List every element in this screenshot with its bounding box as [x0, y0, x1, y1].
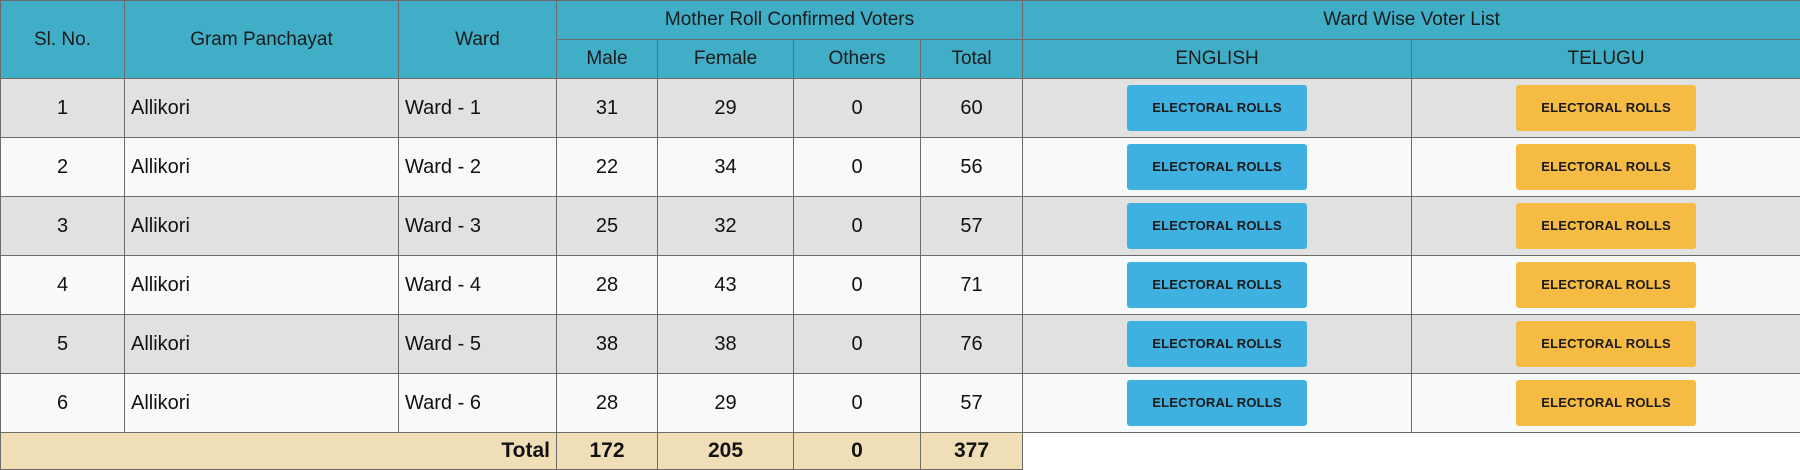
cell-telugu: ELECTORAL ROLLS — [1412, 374, 1800, 433]
cell-ward: Ward - 4 — [399, 256, 557, 315]
cell-female: 34 — [658, 138, 794, 197]
cell-sl-no: 5 — [1, 315, 125, 374]
cell-telugu: ELECTORAL ROLLS — [1412, 197, 1800, 256]
cell-male: 22 — [557, 138, 658, 197]
cell-sl-no: 4 — [1, 256, 125, 315]
telugu-electoral-rolls-button[interactable]: ELECTORAL ROLLS — [1516, 203, 1696, 249]
cell-ward: Ward - 1 — [399, 79, 557, 138]
cell-gram-panchayat: Allikori — [125, 374, 399, 433]
cell-english: ELECTORAL ROLLS — [1023, 315, 1412, 374]
cell-total: 56 — [921, 138, 1023, 197]
telugu-electoral-rolls-button[interactable]: ELECTORAL ROLLS — [1516, 262, 1696, 308]
cell-sl-no: 3 — [1, 197, 125, 256]
cell-total: 76 — [921, 315, 1023, 374]
cell-sl-no: 2 — [1, 138, 125, 197]
cell-others: 0 — [794, 374, 921, 433]
cell-male: 38 — [557, 315, 658, 374]
cell-others: 0 — [794, 197, 921, 256]
cell-gram-panchayat: Allikori — [125, 256, 399, 315]
cell-sl-no: 6 — [1, 374, 125, 433]
cell-total: 57 — [921, 374, 1023, 433]
cell-english: ELECTORAL ROLLS — [1023, 374, 1412, 433]
total-label: Total — [1, 433, 557, 470]
cell-total: 71 — [921, 256, 1023, 315]
english-electoral-rolls-button[interactable]: ELECTORAL ROLLS — [1127, 85, 1307, 131]
table-row: 5 Allikori Ward - 5 38 38 0 76 ELECTORAL… — [1, 315, 1800, 374]
table-row: 1 Allikori Ward - 1 31 29 0 60 ELECTORAL… — [1, 79, 1800, 138]
cell-male: 25 — [557, 197, 658, 256]
total-row: Total 172 205 0 377 — [1, 433, 1800, 470]
header-ward-wise-voter-list: Ward Wise Voter List — [1023, 1, 1800, 40]
cell-female: 43 — [658, 256, 794, 315]
cell-female: 32 — [658, 197, 794, 256]
table-row: 6 Allikori Ward - 6 28 29 0 57 ELECTORAL… — [1, 374, 1800, 433]
cell-telugu: ELECTORAL ROLLS — [1412, 138, 1800, 197]
table-header: Sl. No. Gram Panchayat Ward Mother Roll … — [1, 1, 1800, 79]
cell-male: 31 — [557, 79, 658, 138]
table-row: 2 Allikori Ward - 2 22 34 0 56 ELECTORAL… — [1, 138, 1800, 197]
table-body: 1 Allikori Ward - 1 31 29 0 60 ELECTORAL… — [1, 79, 1800, 433]
cell-female: 29 — [658, 79, 794, 138]
cell-gram-panchayat: Allikori — [125, 315, 399, 374]
total-others: 0 — [794, 433, 921, 470]
total-total: 377 — [921, 433, 1023, 470]
cell-gram-panchayat: Allikori — [125, 79, 399, 138]
total-row-blank — [1023, 433, 1800, 470]
cell-telugu: ELECTORAL ROLLS — [1412, 79, 1800, 138]
cell-total: 57 — [921, 197, 1023, 256]
cell-male: 28 — [557, 374, 658, 433]
cell-english: ELECTORAL ROLLS — [1023, 138, 1412, 197]
cell-total: 60 — [921, 79, 1023, 138]
english-electoral-rolls-button[interactable]: ELECTORAL ROLLS — [1127, 380, 1307, 426]
telugu-electoral-rolls-button[interactable]: ELECTORAL ROLLS — [1516, 380, 1696, 426]
cell-ward: Ward - 6 — [399, 374, 557, 433]
telugu-electoral-rolls-button[interactable]: ELECTORAL ROLLS — [1516, 85, 1696, 131]
header-total: Total — [921, 40, 1023, 79]
total-female: 205 — [658, 433, 794, 470]
cell-female: 29 — [658, 374, 794, 433]
header-mother-roll: Mother Roll Confirmed Voters — [557, 1, 1023, 40]
cell-others: 0 — [794, 138, 921, 197]
header-sl-no: Sl. No. — [1, 1, 125, 79]
cell-others: 0 — [794, 256, 921, 315]
table-footer: Total 172 205 0 377 — [1, 433, 1800, 470]
table-row: 4 Allikori Ward - 4 28 43 0 71 ELECTORAL… — [1, 256, 1800, 315]
header-others: Others — [794, 40, 921, 79]
cell-others: 0 — [794, 79, 921, 138]
cell-sl-no: 1 — [1, 79, 125, 138]
cell-gram-panchayat: Allikori — [125, 138, 399, 197]
english-electoral-rolls-button[interactable]: ELECTORAL ROLLS — [1127, 144, 1307, 190]
header-ward: Ward — [399, 1, 557, 79]
cell-english: ELECTORAL ROLLS — [1023, 256, 1412, 315]
cell-telugu: ELECTORAL ROLLS — [1412, 256, 1800, 315]
header-gram-panchayat: Gram Panchayat — [125, 1, 399, 79]
cell-others: 0 — [794, 315, 921, 374]
cell-english: ELECTORAL ROLLS — [1023, 79, 1412, 138]
cell-ward: Ward - 3 — [399, 197, 557, 256]
total-male: 172 — [557, 433, 658, 470]
english-electoral-rolls-button[interactable]: ELECTORAL ROLLS — [1127, 203, 1307, 249]
cell-english: ELECTORAL ROLLS — [1023, 197, 1412, 256]
cell-gram-panchayat: Allikori — [125, 197, 399, 256]
cell-male: 28 — [557, 256, 658, 315]
cell-ward: Ward - 2 — [399, 138, 557, 197]
cell-telugu: ELECTORAL ROLLS — [1412, 315, 1800, 374]
cell-female: 38 — [658, 315, 794, 374]
english-electoral-rolls-button[interactable]: ELECTORAL ROLLS — [1127, 321, 1307, 367]
cell-ward: Ward - 5 — [399, 315, 557, 374]
header-female: Female — [658, 40, 794, 79]
table-row: 3 Allikori Ward - 3 25 32 0 57 ELECTORAL… — [1, 197, 1800, 256]
header-english: ENGLISH — [1023, 40, 1412, 79]
telugu-electoral-rolls-button[interactable]: ELECTORAL ROLLS — [1516, 321, 1696, 367]
header-telugu: TELUGU — [1412, 40, 1800, 79]
english-electoral-rolls-button[interactable]: ELECTORAL ROLLS — [1127, 262, 1307, 308]
header-male: Male — [557, 40, 658, 79]
telugu-electoral-rolls-button[interactable]: ELECTORAL ROLLS — [1516, 144, 1696, 190]
